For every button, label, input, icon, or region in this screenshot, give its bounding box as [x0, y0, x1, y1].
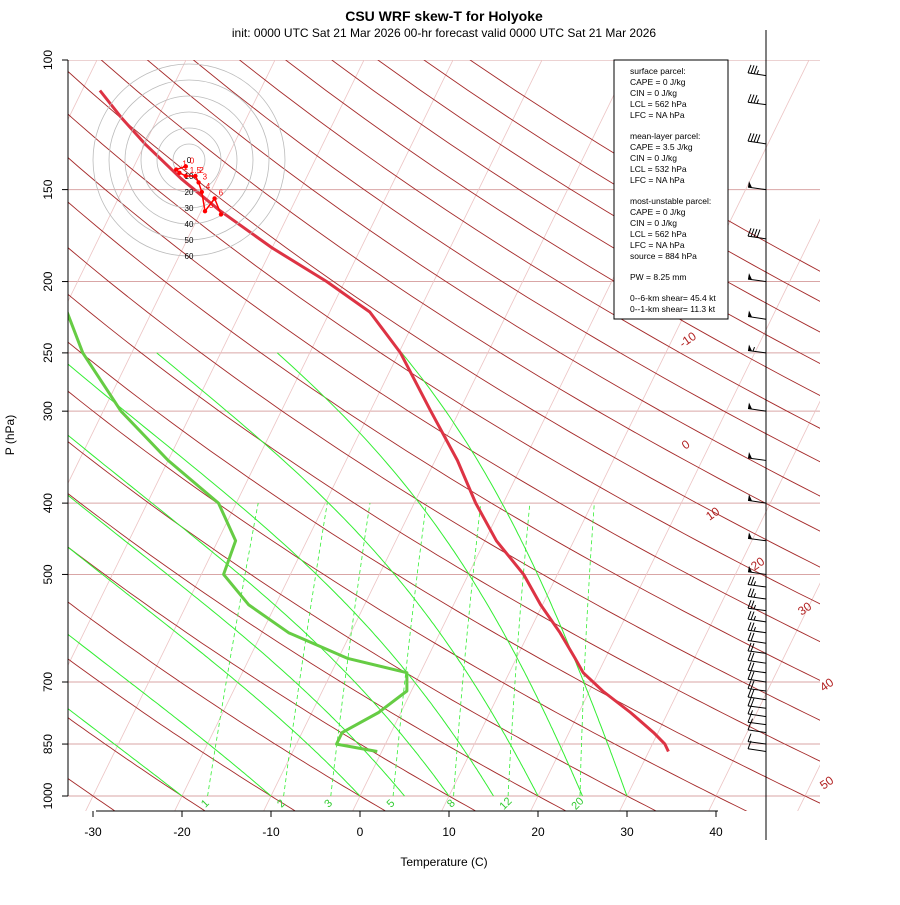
y-axis-label: P (hPa) [3, 415, 17, 455]
y-tick-label: 700 [41, 672, 55, 692]
most-unstable-parcel-line: CAPE = 0 J/kg [630, 207, 686, 217]
hodograph-point [177, 171, 181, 175]
surface-parcel-line: LFC = NA hPa [630, 110, 685, 120]
x-tick-label: 40 [709, 825, 723, 839]
hodograph-ring-label: 40 [185, 220, 194, 229]
hodograph-point-label: 0 [190, 156, 195, 165]
most-unstable-parcel-line: source = 884 hPa [630, 251, 697, 261]
x-tick-label: -20 [173, 825, 191, 839]
hodograph-ring-label: 30 [185, 204, 194, 213]
shear-0-6km-text: 0--6-km shear= 45.4 kt [630, 293, 716, 303]
hodograph-ring-label: 50 [185, 236, 194, 245]
precipitable-water-text: PW = 8.25 mm [630, 272, 686, 282]
most-unstable-parcel-line: LFC = NA hPa [630, 240, 685, 250]
hodograph-point-label: 1 [183, 163, 188, 172]
y-tick-label: 500 [41, 564, 55, 584]
hodograph-point [212, 196, 216, 200]
parcel-info-box: surface parcel: CAPE = 0 J/kg CIN = 0 J/… [614, 60, 728, 319]
hodograph-ring-label: 60 [185, 252, 194, 261]
x-tick-label: -30 [84, 825, 102, 839]
most-unstable-parcel-line: LCL = 562 hPa [630, 229, 687, 239]
surface-parcel-line: LCL = 562 hPa [630, 99, 687, 109]
hodograph-ring-label: 20 [185, 188, 194, 197]
y-tick-label: 100 [41, 50, 55, 70]
hodograph-point [184, 174, 188, 178]
most-unstable-parcel-heading: most-unstable parcel: [630, 196, 711, 206]
shear-0-1km-text: 0--1-km shear= 11.3 kt [630, 304, 716, 314]
hodograph-point [203, 209, 207, 213]
hodograph-point-label: 5 [209, 201, 214, 210]
most-unstable-parcel-line: CIN = 0 J/kg [630, 218, 677, 228]
x-axis-label: Temperature (C) [400, 855, 487, 869]
chart-title: CSU WRF skew-T for Holyoke [345, 8, 543, 24]
y-tick-label: 150 [41, 179, 55, 199]
y-tick-label: 850 [41, 734, 55, 754]
x-tick-label: 0 [357, 825, 364, 839]
hodograph-point-label: 6 [219, 188, 224, 197]
surface-parcel-heading: surface parcel: [630, 66, 686, 76]
mean-layer-parcel-line: LCL = 532 hPa [630, 164, 687, 174]
y-tick-label: 250 [41, 343, 55, 363]
mean-layer-parcel-line: CIN = 0 J/kg [630, 153, 677, 163]
y-tick-label: 400 [41, 493, 55, 513]
surface-parcel-line: CAPE = 0 J/kg [630, 77, 686, 87]
hodograph-point [174, 167, 178, 171]
surface-parcel-line: CIN = 0 J/kg [630, 88, 677, 98]
y-tick-label: 300 [41, 401, 55, 421]
hodograph-point [219, 212, 223, 216]
x-tick-label: 20 [531, 825, 545, 839]
chart-subtitle: init: 0000 UTC Sat 21 Mar 2026 00-hr for… [232, 26, 657, 40]
mean-layer-parcel-heading: mean-layer parcel: [630, 131, 700, 141]
mean-layer-parcel-line: CAPE = 3.5 J/kg [630, 142, 693, 152]
hodograph-point [200, 190, 204, 194]
x-tick-label: 10 [442, 825, 456, 839]
hodograph-point [196, 180, 200, 184]
x-tick-label: 30 [620, 825, 634, 839]
y-tick-label: 200 [41, 271, 55, 291]
x-tick-label: -10 [262, 825, 280, 839]
hodograph-point-label: 3 [203, 172, 208, 181]
y-tick-label: 1000 [41, 782, 55, 809]
mean-layer-parcel-line: LFC = NA hPa [630, 175, 685, 185]
hodograph-point-label: 4 [206, 182, 211, 191]
